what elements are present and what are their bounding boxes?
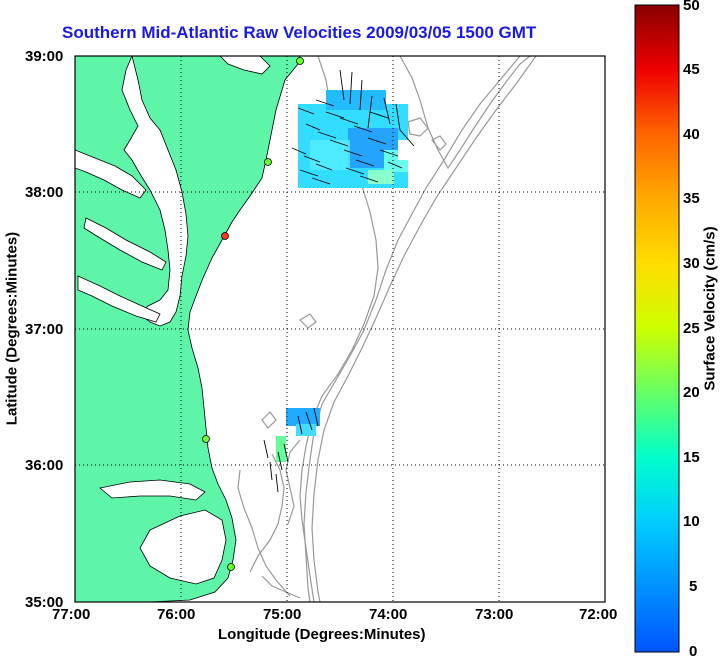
colorbar-tick-label: 50 [683,0,700,14]
radar-site-marker [202,435,210,443]
rappahannock-river [83,217,167,271]
x-axis-label: Longitude (Degrees:Minutes) [218,626,426,643]
colorbar-tick-label: 45 [683,61,700,78]
y-tick-label: 38:00 [25,184,64,201]
grid-lines [75,56,605,602]
y-tick-label: 39:00 [25,48,64,65]
x-tick-label: 72:00 [579,606,618,623]
velocity-vectors [263,69,415,493]
colorbar-tick-label: 20 [683,384,700,401]
x-tick-label: 74:00 [369,606,408,623]
bathymetry-contours [237,56,537,602]
colorbar-tick-label: 35 [683,190,700,207]
y-axis-label: Latitude (Degrees:Minutes) [3,231,21,426]
colorbar-tick-label: 25 [683,320,700,337]
plot-border [74,55,606,603]
radar-site-marker [296,57,304,65]
colorbar-tick-label: 5 [689,578,698,595]
x-tick-label: 77:00 [52,606,91,623]
radar-sites [202,57,304,571]
x-tick-label: 75:00 [263,606,302,623]
radar-site-marker [264,158,272,166]
x-tick-label: 73:00 [475,606,514,623]
radar-site-marker-active [221,232,229,240]
colorbar-tick-label: 30 [683,255,700,272]
york-james-rivers [77,275,161,323]
pamlico-sound [139,509,227,585]
delaware-bay [219,56,271,75]
y-tick-label: 36:00 [25,457,64,474]
colorbar-tick-label: 0 [689,643,698,660]
y-tick-label: 37:00 [25,321,64,338]
colorbar-tick-label: 15 [683,449,700,466]
y-tick-label: 35:00 [25,594,64,611]
map-title: Southern Mid-Atlantic Raw Velocities 200… [62,23,537,42]
colorbar-label: Surface Velocity (cm/s) [701,226,719,391]
potomac-river [75,149,147,199]
colorbar-tick-label: 40 [683,126,700,143]
x-tick-label: 76:00 [157,606,196,623]
radar-site-marker [227,563,235,571]
colorbar-tick-label: 10 [683,513,700,530]
albemarle-sound [99,479,206,501]
velocity-field-north [298,90,418,188]
colorbar [634,4,680,653]
